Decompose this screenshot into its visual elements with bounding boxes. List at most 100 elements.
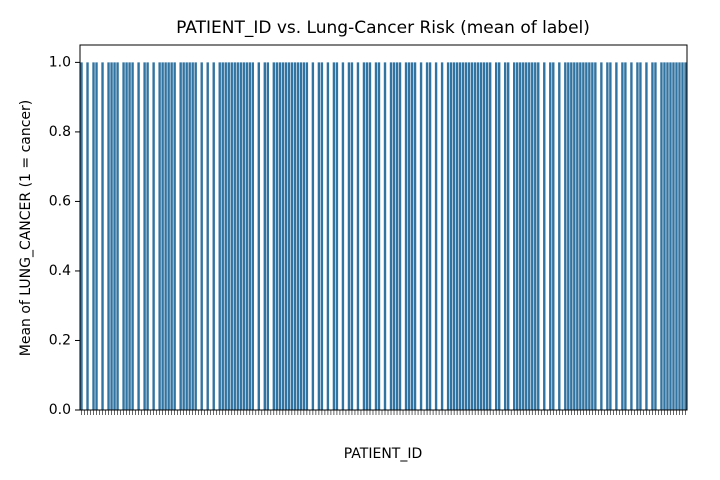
bar	[552, 62, 555, 410]
bar	[188, 62, 191, 410]
bar	[365, 62, 369, 410]
bar	[467, 62, 471, 410]
bar	[669, 62, 672, 410]
bar	[368, 62, 372, 410]
bar	[549, 62, 552, 410]
bar	[377, 62, 381, 410]
bar	[293, 62, 297, 410]
bar	[455, 62, 459, 410]
bar	[564, 62, 567, 410]
bar	[449, 62, 453, 410]
bar	[341, 62, 345, 410]
bar	[266, 62, 270, 410]
bar	[125, 62, 128, 410]
bar	[302, 62, 306, 410]
bar	[410, 62, 414, 410]
bar	[678, 62, 681, 410]
bar	[350, 62, 354, 410]
bar	[485, 62, 489, 410]
bar	[383, 62, 387, 410]
bar	[645, 62, 648, 410]
bar	[395, 62, 399, 410]
bar	[158, 62, 161, 410]
bar	[95, 62, 98, 410]
bar	[296, 62, 300, 410]
bar	[374, 62, 378, 410]
bar	[143, 62, 146, 410]
bar	[537, 62, 540, 410]
x-axis-label: PATIENT_ID	[344, 446, 423, 462]
bar	[200, 62, 203, 410]
bar	[624, 62, 627, 410]
bar	[446, 62, 450, 410]
bar	[663, 62, 666, 410]
bar	[407, 62, 411, 410]
bar	[287, 62, 291, 410]
chart-title: PATIENT_ID vs. Lung-Cancer Risk (mean of…	[176, 18, 590, 38]
bar	[305, 62, 309, 410]
bar	[116, 62, 119, 410]
bar	[263, 62, 267, 410]
y-tick-label: 0.8	[49, 124, 71, 140]
bar	[107, 62, 110, 410]
bar	[573, 62, 576, 410]
bar	[326, 62, 330, 410]
bar	[152, 62, 155, 410]
bar	[170, 62, 173, 410]
bar	[458, 62, 462, 410]
bar	[428, 62, 432, 410]
bar	[86, 62, 89, 410]
bar	[128, 62, 131, 410]
bar	[464, 62, 468, 410]
plot-frame	[79, 44, 688, 411]
bar	[164, 62, 167, 410]
bar	[654, 62, 657, 410]
bar	[525, 62, 528, 410]
bar	[531, 62, 534, 410]
bar	[185, 62, 188, 410]
bar	[513, 62, 516, 410]
bar	[179, 62, 182, 410]
bar	[681, 62, 684, 410]
bar	[122, 62, 125, 410]
bar	[567, 62, 570, 410]
bar	[191, 62, 194, 410]
bar	[320, 62, 324, 410]
y-tick-label: 0.2	[49, 332, 71, 348]
bar	[684, 62, 687, 410]
bar	[672, 62, 675, 410]
bar	[281, 62, 285, 410]
bar	[92, 62, 95, 410]
bar	[347, 62, 351, 410]
bar	[335, 62, 339, 410]
bar	[113, 62, 116, 410]
bar	[173, 62, 176, 410]
bar	[80, 62, 83, 410]
bar	[236, 62, 239, 410]
bar	[630, 62, 633, 410]
bar	[101, 62, 104, 410]
bar	[332, 62, 336, 410]
bar	[239, 62, 242, 410]
bar	[488, 62, 492, 410]
bar	[494, 62, 498, 410]
bar	[473, 62, 477, 410]
bar	[275, 62, 279, 410]
bar	[404, 62, 408, 410]
bar	[284, 62, 288, 410]
bar	[582, 62, 585, 410]
bar	[194, 62, 197, 410]
bar	[245, 62, 248, 410]
bar	[311, 62, 315, 410]
bar	[576, 62, 579, 410]
bar	[272, 62, 276, 410]
bar	[534, 62, 537, 410]
bar	[137, 62, 140, 410]
bar	[570, 62, 573, 410]
bar	[470, 62, 474, 410]
bar	[299, 62, 303, 410]
bar	[251, 62, 254, 410]
bar	[131, 62, 134, 410]
y-tick-label: 0.4	[49, 263, 71, 279]
bar	[594, 62, 597, 410]
